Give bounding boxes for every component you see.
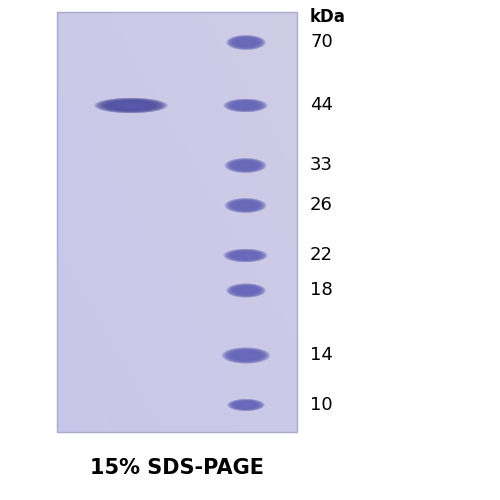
Bar: [57, 12, 297, 432]
Text: 10: 10: [310, 396, 332, 414]
Text: 14: 14: [310, 346, 333, 364]
Text: 44: 44: [310, 96, 333, 114]
Text: kDa: kDa: [310, 8, 346, 26]
Text: 18: 18: [310, 281, 333, 299]
Text: 15% SDS-PAGE: 15% SDS-PAGE: [90, 458, 264, 478]
Text: 70: 70: [310, 33, 333, 51]
Text: 33: 33: [310, 156, 333, 174]
Text: 22: 22: [310, 246, 333, 264]
Text: 26: 26: [310, 196, 333, 214]
